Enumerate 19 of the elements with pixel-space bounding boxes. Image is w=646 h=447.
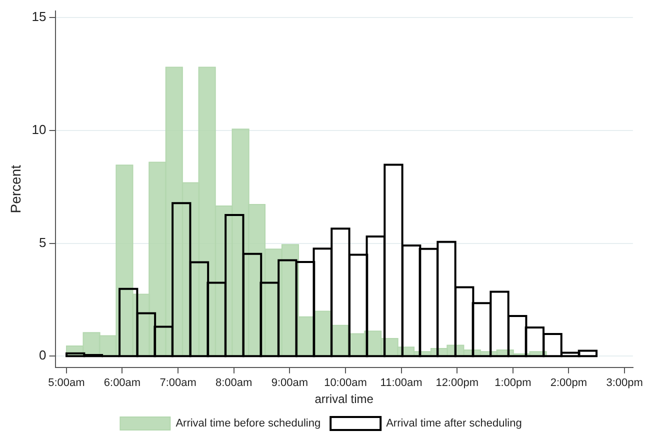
legend-label: Arrival time before scheduling xyxy=(176,418,321,430)
x-tick-label: 7:00am xyxy=(160,377,196,390)
x-tick-label: 8:00am xyxy=(216,377,252,390)
y-axis-title: Percent xyxy=(7,164,24,214)
x-tick-label: 3:00pm xyxy=(606,377,643,390)
x-tick-label: 2:00pm xyxy=(550,377,588,390)
x-tick-label: 9:00am xyxy=(271,377,308,390)
x-tick-label: 5:00am xyxy=(48,377,85,390)
x-axis-title: arrival time xyxy=(314,392,374,406)
x-tick-label: 10:00am xyxy=(324,377,367,390)
x-tick-label: 12:00pm xyxy=(436,377,479,390)
x-tick-label: 6:00am xyxy=(104,377,141,390)
x-tick-label: 11:00am xyxy=(380,377,422,390)
y-tick-label: 5 xyxy=(39,234,46,250)
legend-label: Arrival time after scheduling xyxy=(386,418,522,430)
y-tick-label: 0 xyxy=(39,348,46,363)
x-tick-label: 1:00pm xyxy=(494,377,532,390)
y-tick-label: 10 xyxy=(32,122,46,137)
y-tick-label: 15 xyxy=(32,9,46,24)
